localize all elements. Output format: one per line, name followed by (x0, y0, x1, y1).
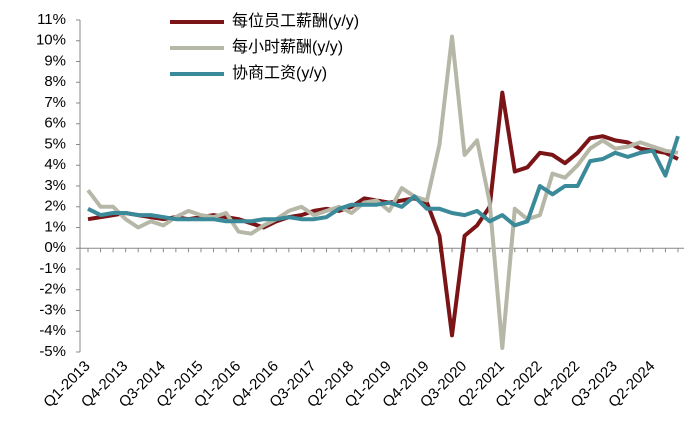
y-tick-label: 1% (44, 218, 66, 235)
y-tick-label: 10% (36, 32, 66, 49)
y-tick-label: 3% (44, 177, 66, 194)
legend-label: 每小时薪酬(y/y) (232, 38, 343, 56)
legend: 每位员工薪酬(y/y) 每小时薪酬(y/y) 协商工资(y/y) (170, 12, 359, 82)
y-tick-label: 0% (44, 239, 66, 256)
y-tick-label: 4% (44, 156, 66, 173)
legend-label: 协商工资(y/y) (232, 64, 327, 82)
series-line (87, 90, 679, 338)
legend-label: 每位员工薪酬(y/y) (232, 12, 359, 30)
series-line (86, 34, 679, 350)
y-tick-label: -5% (39, 343, 66, 360)
y-tick-label: 8% (44, 73, 66, 90)
y-tick-label: -2% (39, 281, 66, 298)
y-tick-label: -1% (39, 260, 66, 277)
y-tick-label: 7% (44, 94, 66, 111)
y-tick-label: 9% (44, 52, 66, 69)
y-tick-label: -3% (39, 301, 66, 318)
y-tick-label: 5% (44, 135, 66, 152)
series-line (87, 135, 680, 228)
y-tick-label: 2% (44, 198, 66, 215)
y-tick-label: -4% (39, 322, 66, 339)
y-tick-label: 11% (37, 11, 66, 28)
y-tick-label: 6% (44, 115, 66, 132)
